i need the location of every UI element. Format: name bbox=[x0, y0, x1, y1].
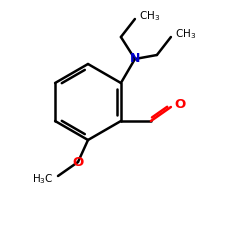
Text: O: O bbox=[174, 98, 185, 112]
Text: CH$_3$: CH$_3$ bbox=[175, 27, 196, 41]
Text: N: N bbox=[130, 52, 140, 64]
Text: CH$_3$: CH$_3$ bbox=[139, 9, 160, 23]
Text: H$_3$C: H$_3$C bbox=[32, 172, 54, 186]
Text: O: O bbox=[72, 156, 84, 170]
